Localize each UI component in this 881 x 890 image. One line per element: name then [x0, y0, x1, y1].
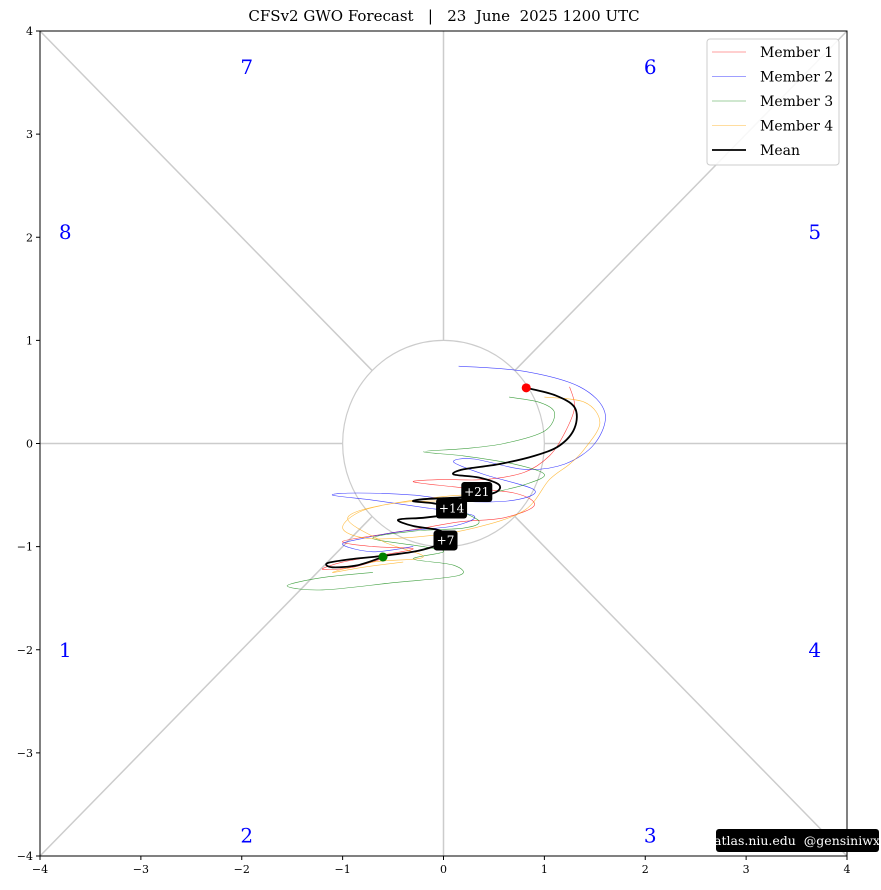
y-tick-label: 1	[26, 334, 33, 347]
x-tick-label: −1	[335, 863, 351, 876]
x-tick-label: 1	[541, 863, 548, 876]
day-label-box	[436, 498, 468, 519]
x-axis-ticks: −4 −3 −2 −1 0 1 2 3 4	[32, 856, 851, 876]
credit-box: atlas.niu.edu @gensiniwx	[714, 829, 880, 852]
series-line-member-4	[332, 396, 601, 573]
divider-line	[514, 515, 848, 857]
day-label-text: +7	[437, 533, 455, 547]
plot-area: 1 2 3 4 5 6 7 8 +7 +14 +21	[39, 30, 848, 857]
chart-title: CFSv2 GWO Forecast | 23 June 2025 1200 U…	[248, 7, 639, 25]
phase-label: 2	[240, 823, 253, 847]
series-line-member-2	[332, 365, 606, 553]
x-tick-label: 2	[642, 863, 649, 876]
day-label-text: +21	[464, 485, 489, 499]
divider-line	[39, 515, 373, 857]
x-tick-label: 3	[743, 863, 750, 876]
phase-label: 7	[240, 55, 253, 79]
day-label: +21	[461, 481, 493, 502]
x-tick-label: −4	[32, 863, 48, 876]
phase-label: 1	[59, 638, 72, 662]
y-tick-label: 3	[26, 128, 33, 141]
phase-label: 5	[808, 220, 821, 244]
y-tick-label: −3	[17, 747, 33, 760]
x-tick-label: 0	[440, 863, 447, 876]
end-point-marker	[521, 383, 531, 393]
x-tick-label: −3	[133, 863, 149, 876]
x-tick-label: 4	[844, 863, 851, 876]
divider-line	[39, 30, 373, 372]
y-tick-label: 0	[26, 438, 33, 451]
phase-label: 3	[644, 823, 657, 847]
day-label: +14	[436, 498, 468, 519]
y-tick-label: 2	[26, 231, 33, 244]
phase-label: 6	[644, 55, 657, 79]
y-tick-label: 4	[26, 25, 33, 38]
legend-entry: Member 1	[760, 45, 833, 61]
legend-entry: Member 4	[760, 119, 833, 135]
legend-box	[706, 38, 840, 166]
y-axis-ticks: −4 −3 −2 −1 0 1 2 3 4	[17, 25, 40, 863]
y-tick-label: −4	[17, 850, 33, 863]
series-line-member-3	[286, 396, 555, 591]
y-tick-label: −1	[17, 541, 33, 554]
day-label-text: +14	[439, 501, 465, 515]
legend-entry: Member 2	[760, 70, 833, 86]
phase-label: 4	[808, 638, 821, 662]
credit-text: atlas.niu.edu @gensiniwx	[714, 833, 880, 848]
start-point-marker	[378, 552, 388, 562]
day-label-box	[461, 481, 493, 502]
day-label-box	[433, 530, 458, 551]
phase-label: 8	[59, 220, 72, 244]
legend-entry: Member 3	[760, 94, 833, 110]
y-tick-label: −2	[17, 644, 33, 657]
x-tick-label: −2	[234, 863, 250, 876]
legend-entry: Mean	[760, 143, 800, 159]
day-label: +7	[433, 530, 458, 551]
legend: Member 1 Member 2 Member 3 Member 4 Mean	[706, 38, 840, 166]
